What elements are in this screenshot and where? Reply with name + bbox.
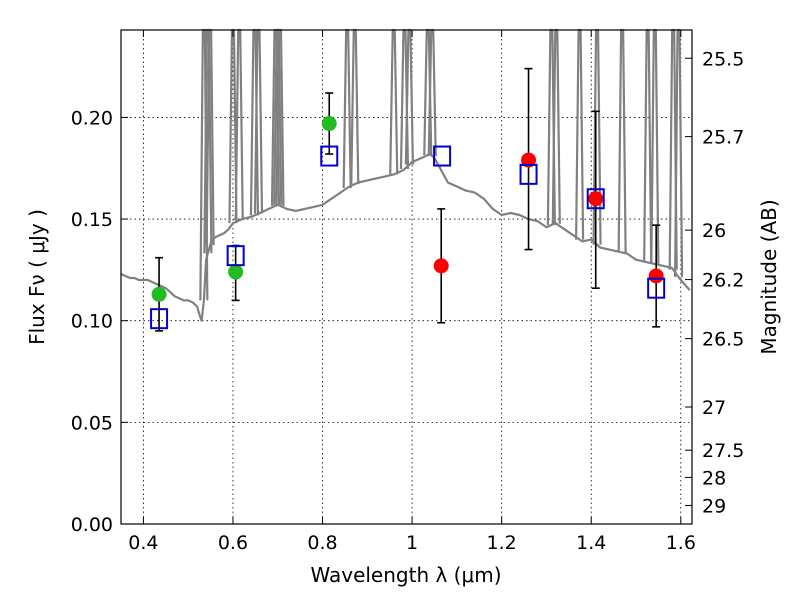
model-box — [647, 277, 666, 299]
y-tick-label: 0.00 — [71, 514, 113, 536]
right-axis-label: Magnitude (AB) — [757, 199, 781, 354]
model-box — [433, 145, 452, 167]
x-tick-label: 0.6 — [218, 532, 248, 554]
y-tick-label: 0.05 — [71, 412, 113, 434]
emission-line — [650, 28, 660, 265]
model-spectrum — [120, 28, 691, 322]
right-tick-label: 26 — [702, 220, 726, 242]
emission-line — [404, 28, 415, 165]
model-box — [320, 145, 339, 167]
x-tick-label: 1 — [406, 532, 418, 554]
emission-line — [673, 28, 684, 278]
y-axis-label: Flux Fν ( μJy ) — [25, 209, 49, 345]
right-tick-label: 26.2 — [702, 270, 744, 292]
x-axis-label: Wavelength λ (μm) — [310, 563, 501, 587]
model-boxes — [150, 145, 666, 330]
plot-frame — [120, 29, 693, 525]
model-box — [519, 163, 538, 185]
right-tick-label: 25.7 — [702, 127, 744, 149]
emission-line — [427, 28, 437, 157]
red-data-point — [648, 268, 664, 284]
red-data-point — [588, 191, 604, 207]
green-data-point — [151, 286, 167, 302]
x-tick-label: 1.6 — [666, 532, 696, 554]
right-tick-label: 28 — [702, 467, 726, 489]
emission-line — [551, 28, 561, 224]
green-data-point — [321, 116, 337, 132]
x-tick-label: 1.2 — [487, 532, 517, 554]
x-tick-label: 0.4 — [128, 532, 158, 554]
emission-line — [574, 28, 585, 240]
right-tick-label: 29 — [702, 495, 726, 517]
emission-line — [592, 28, 602, 245]
green-data-point — [228, 264, 244, 280]
red-data-point — [433, 258, 449, 274]
model-box — [150, 308, 169, 330]
y-tick-label: 0.20 — [71, 107, 113, 129]
x-tick-label: 1.4 — [576, 532, 606, 554]
spectrum-line — [120, 152, 691, 322]
emission-line — [234, 28, 244, 221]
emission-line — [643, 28, 653, 263]
y-tick-label: 0.10 — [71, 311, 113, 333]
emission-line — [617, 28, 627, 253]
emission-line — [342, 28, 352, 189]
right-tick-label: 27.5 — [702, 440, 744, 462]
emission-line — [350, 28, 360, 185]
axis-ticks: 0.4 0.6 0.8 1 1.2 1.4 1.6 0.00 0.05 0.10 0.15 0.20 2… — [71, 30, 744, 554]
model-box — [226, 245, 245, 267]
right-tick-label: 25.5 — [702, 48, 744, 70]
emission-line — [389, 28, 399, 175]
y-tick-label: 0.15 — [71, 209, 113, 231]
right-tick-label: 27 — [702, 397, 726, 419]
right-tick-label: 26.5 — [702, 329, 744, 351]
model-box — [586, 188, 605, 210]
x-tick-label: 0.8 — [307, 532, 337, 554]
